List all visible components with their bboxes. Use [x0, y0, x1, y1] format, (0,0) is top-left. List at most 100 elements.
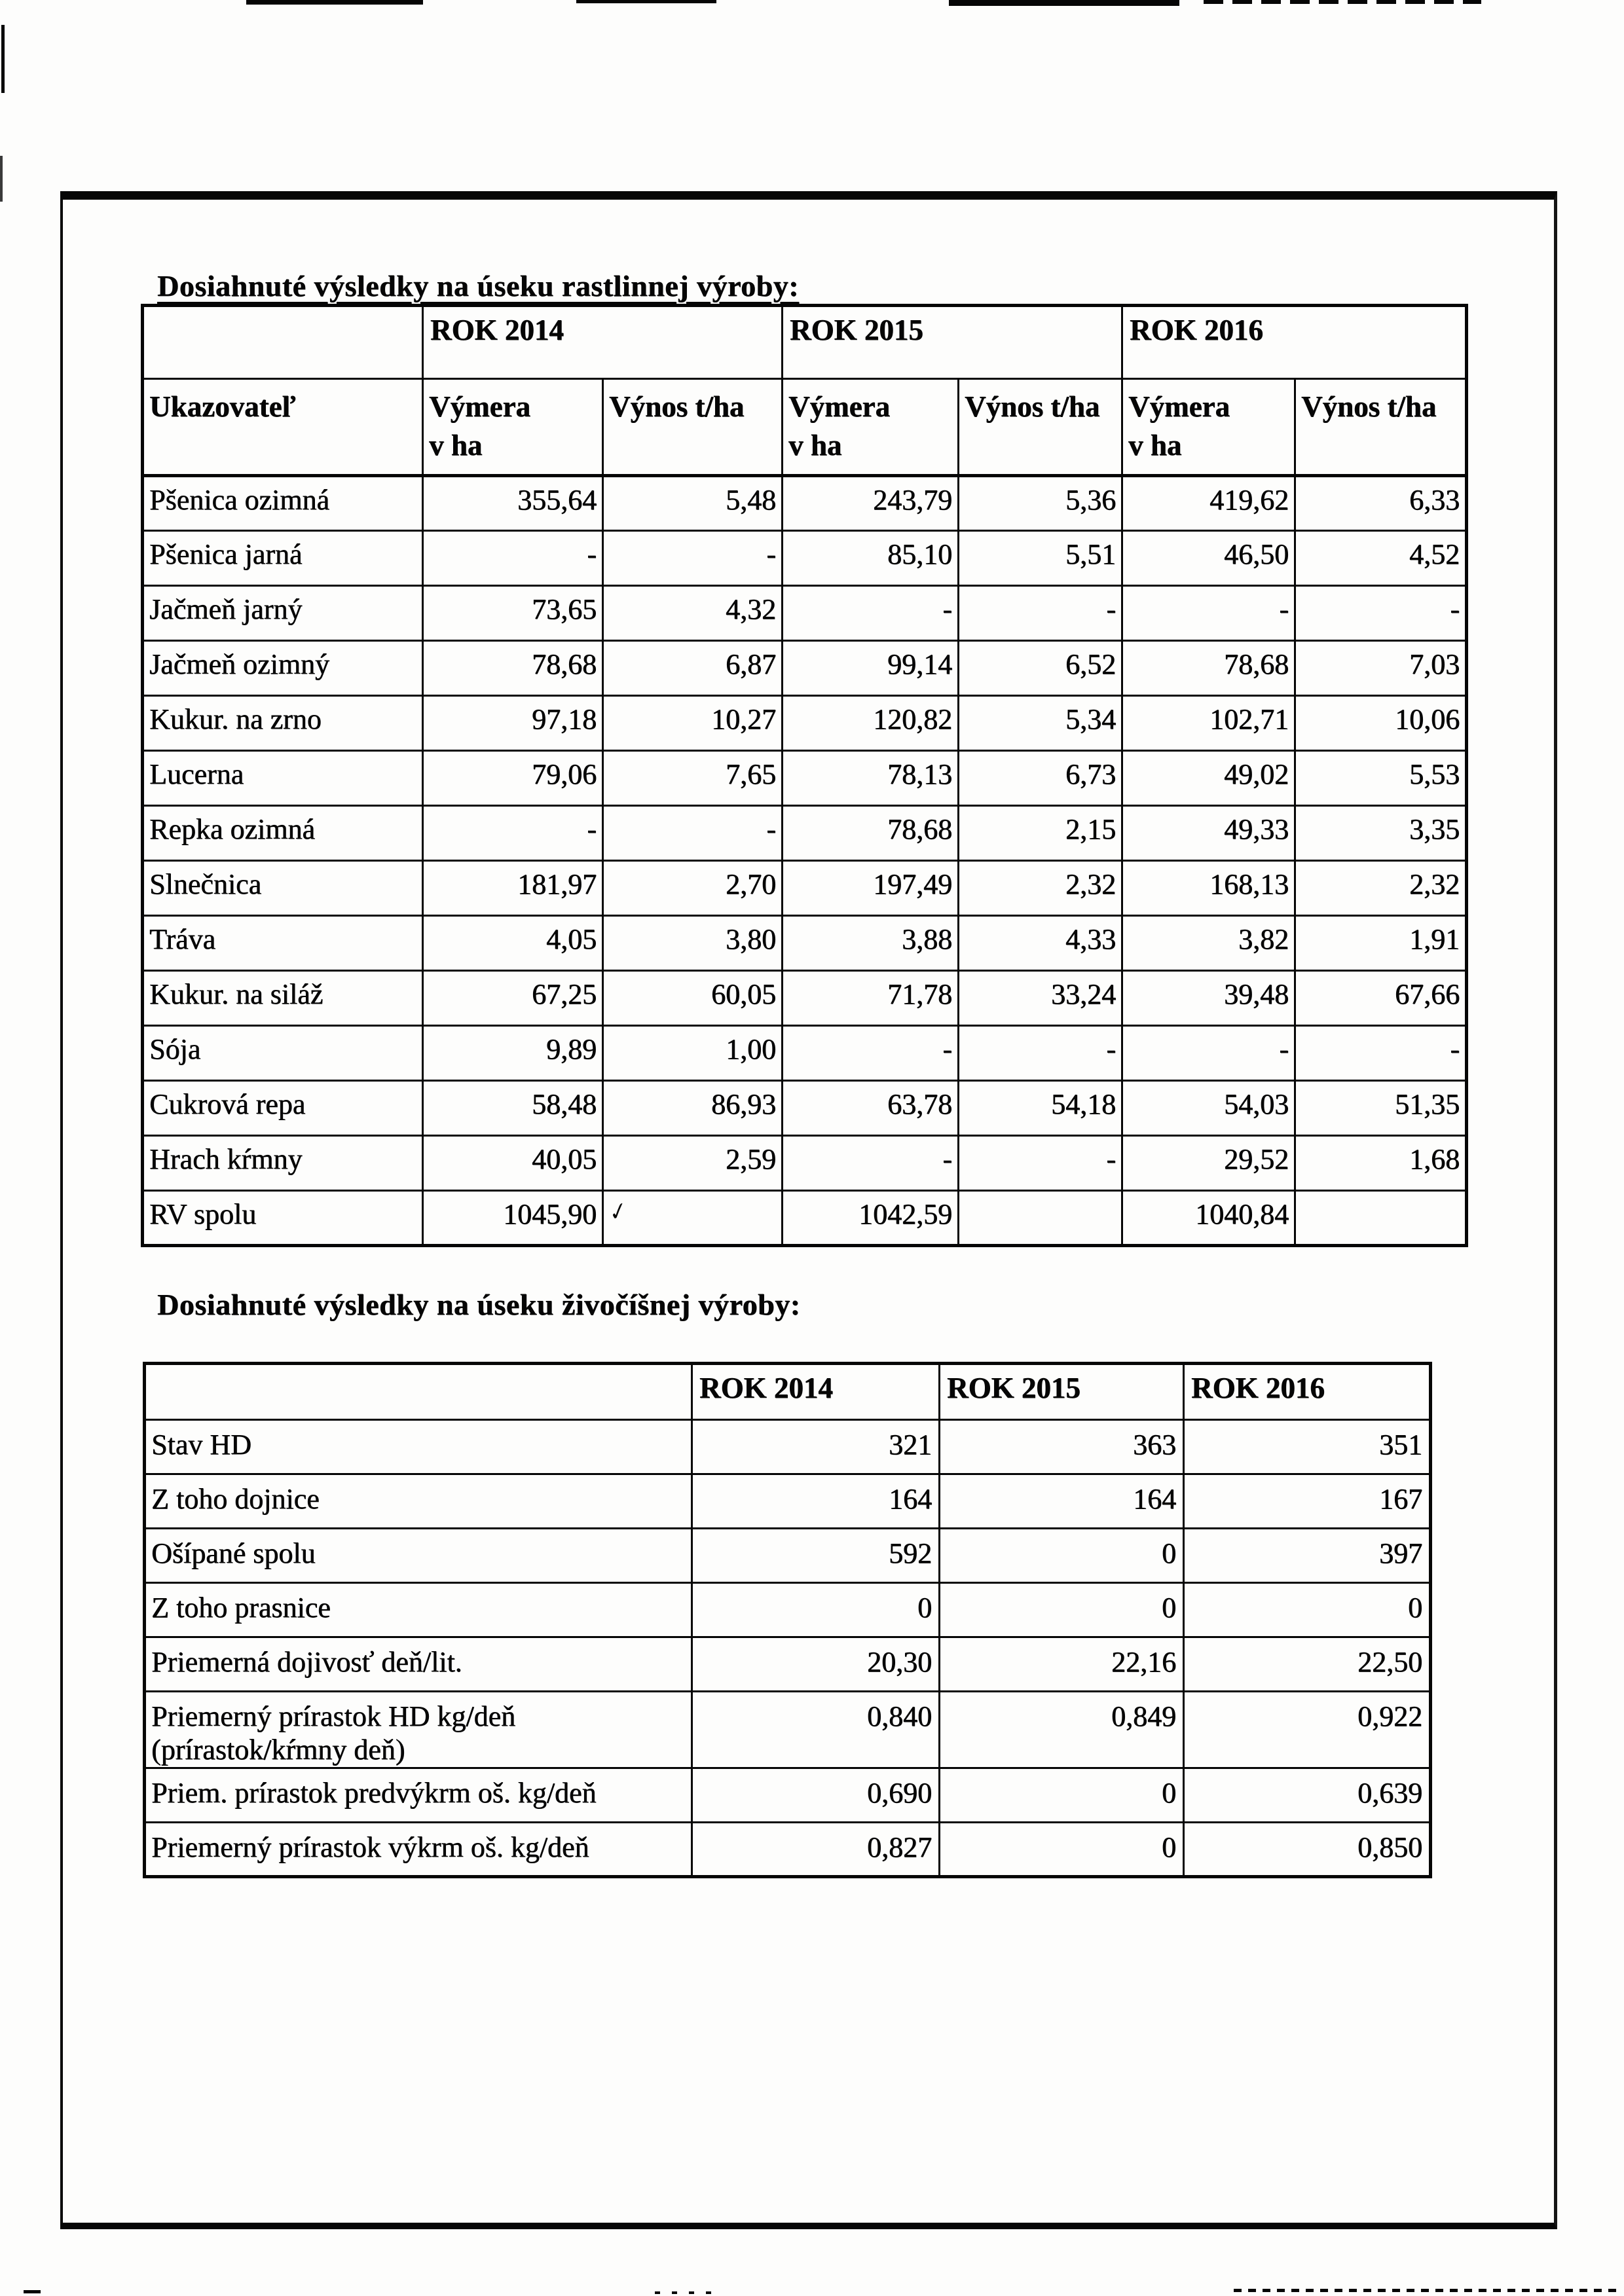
table1-value-cell: 4,33	[957, 915, 1124, 972]
table2-row-label-line2: (prírastok/kŕmny deň)	[151, 1733, 405, 1766]
table1-value-cell: 5,48	[601, 475, 784, 532]
table1-value-cell: 67,66	[1294, 970, 1468, 1027]
table2-row-6: Priem. prírastok predvýkrm oš. kg/deň 0,6…	[143, 1767, 1431, 1823]
table1-value-cell	[957, 1190, 1124, 1247]
table1-value-cell: 4,05	[422, 915, 604, 972]
table1-value-cell: 355,64	[422, 475, 604, 532]
table1-value-cell: -	[957, 585, 1124, 642]
table1-indicator-header: Ukazovateľ	[141, 378, 424, 477]
table1-row-2: Jačmeň jarný 73,65 4,32- - - -	[141, 585, 1468, 642]
table1-value-cell: 3,82	[1121, 915, 1297, 972]
table2-value-cell: 0	[938, 1821, 1185, 1878]
table1-row-label: Cukrová repa	[141, 1080, 424, 1137]
table1-value-cell: 85,10	[781, 530, 960, 587]
table1-value-cell: 78,68	[1121, 640, 1297, 697]
table1-value-cell: ✓	[601, 1190, 784, 1247]
plant-production-title: Dosiahnuté výsledky na úseku rastlinnej …	[157, 269, 799, 302]
table1-value-cell: 1,00	[601, 1025, 784, 1082]
table1-year-header-0: ROK 2014	[421, 304, 784, 380]
table2-value-cell: 397	[1183, 1527, 1431, 1584]
table1-value-cell: 29,52	[1121, 1135, 1297, 1192]
table1-sub-header-2: Výmera v ha	[781, 378, 960, 477]
table1-value-cell: -	[422, 805, 604, 862]
table2-value-cell: 0,850	[1183, 1821, 1431, 1878]
table1-corner-cell	[141, 304, 424, 380]
table1-value-cell: 3,80	[601, 915, 784, 972]
table1-value-cell: 181,97	[422, 860, 604, 917]
table1-value-cell: 5,36	[957, 475, 1124, 532]
table1-value-cell: 73,65	[422, 585, 604, 642]
scan-artifact	[949, 0, 1179, 6]
table1-value-cell: 4,32	[601, 585, 784, 642]
table1-value-cell: 78,13	[781, 750, 960, 807]
table1-row-label: Jačmeň ozimný	[141, 640, 424, 697]
table2-row-label: Priemerná dojivosť deň/lit.	[143, 1636, 693, 1692]
table1-value-cell: 6,73	[957, 750, 1124, 807]
table1-value-cell: 197,49	[781, 860, 960, 917]
table2-year-header-2: ROK 2016	[1183, 1362, 1431, 1421]
table1-value-cell: 99,14	[781, 640, 960, 697]
table1-value-cell: 2,32	[1294, 860, 1468, 917]
table1-value-cell: -	[1121, 1025, 1297, 1082]
table2-value-cell: 0	[938, 1767, 1185, 1823]
table1-value-cell: 97,18	[422, 695, 604, 752]
table2-value-cell: 592	[691, 1527, 940, 1584]
table1-value-cell: 5,53	[1294, 750, 1468, 807]
table2-year-header-row: ROK 2014 ROK 2015 ROK 2016	[143, 1362, 1431, 1421]
table1-value-cell: 1040,84	[1121, 1190, 1297, 1247]
table1-value-cell: 46,50	[1121, 530, 1297, 587]
table1-value-cell: -	[1294, 585, 1468, 642]
table1-value-cell: 7,03	[1294, 640, 1468, 697]
table1-row-8: Tráva 4,05 3,80 3,88 4,33 3,82 1,91	[141, 915, 1468, 972]
table1-value-cell: 2,59	[601, 1135, 784, 1192]
table1-row-label: Kukur. na zrno	[141, 695, 424, 752]
table1-value-cell: -	[781, 585, 960, 642]
table1-row-label: RV spolu	[141, 1190, 424, 1247]
table1-value-cell: 1,68	[1294, 1135, 1468, 1192]
scan-artifact	[1, 25, 5, 93]
table1-row-label: Tráva	[141, 915, 424, 972]
table2-value-cell: 20,30	[691, 1636, 940, 1692]
table1-value-cell: 63,78	[781, 1080, 960, 1137]
table1-row-label: Pšenica ozimná	[141, 475, 424, 532]
table1-row-13: RV spolu 1045,90 ✓ 1042,59 1040,84	[141, 1190, 1468, 1247]
table1-value-cell: 168,13	[1121, 860, 1297, 917]
table1-row-label: Slnečnica	[141, 860, 424, 917]
table1-value-cell: 54,18	[957, 1080, 1124, 1137]
table1-value-cell: 5,51	[957, 530, 1124, 587]
table1-value-cell: 79,06	[422, 750, 604, 807]
table1-row-0: Pšenica ozimná 355,64 5,48 243,79 5,36 419,62…	[141, 475, 1468, 532]
table1-value-cell: 9,89	[422, 1025, 604, 1082]
table1-row-3: Jačmeň ozimný 78,68 6,87 99,14 6,52 78,68 7,03	[141, 640, 1468, 697]
table1-value-cell: 60,05	[601, 970, 784, 1027]
table1-value-cell: 10,06	[1294, 695, 1468, 752]
table1-value-cell: -	[781, 1025, 960, 1082]
table1-value-cell: 5,34	[957, 695, 1124, 752]
table1-row-label: Pšenica jarná	[141, 530, 424, 587]
table1-row-label: Sója	[141, 1025, 424, 1082]
table2-value-cell: 22,16	[938, 1636, 1185, 1692]
page-border-frame	[60, 191, 1557, 2229]
table2-row-label: Z toho dojnice	[143, 1473, 693, 1529]
table2-year-header-1: ROK 2015	[938, 1362, 1185, 1421]
table1-value-cell: 54,03	[1121, 1080, 1297, 1137]
table1-value-cell: 78,68	[422, 640, 604, 697]
table2-row-1: Z toho dojnice 164 164 167	[143, 1473, 1431, 1529]
table1-value-cell: 7,65	[601, 750, 784, 807]
table1-value-cell: 49,02	[1121, 750, 1297, 807]
table1-value-cell: 6,87	[601, 640, 784, 697]
table1-row-9: Kukur. na siláž 67,25 60,05 71,78 33,24 39,48…	[141, 970, 1468, 1027]
table2-row-3: Z toho prasnice 0 0 0	[143, 1582, 1431, 1638]
table2-value-cell: 164	[938, 1473, 1185, 1529]
table1-value-cell: -	[601, 530, 784, 587]
table1-row-label: Jačmeň jarný	[141, 585, 424, 642]
table1-row-label: Lucerna	[141, 750, 424, 807]
table2-row-7: Priemerný prírastok výkrm oš. kg/deň 0,82…	[143, 1821, 1431, 1878]
table2-value-cell: 0,840	[691, 1690, 940, 1769]
table1-value-cell: -	[1294, 1025, 1468, 1082]
table1-row-label: Hrach kŕmny	[141, 1135, 424, 1192]
handwritten-mark: ✓	[607, 1197, 629, 1228]
scan-artifact	[1234, 2289, 1620, 2292]
table1-value-cell: 3,35	[1294, 805, 1468, 862]
table1-value-cell: 67,25	[422, 970, 604, 1027]
